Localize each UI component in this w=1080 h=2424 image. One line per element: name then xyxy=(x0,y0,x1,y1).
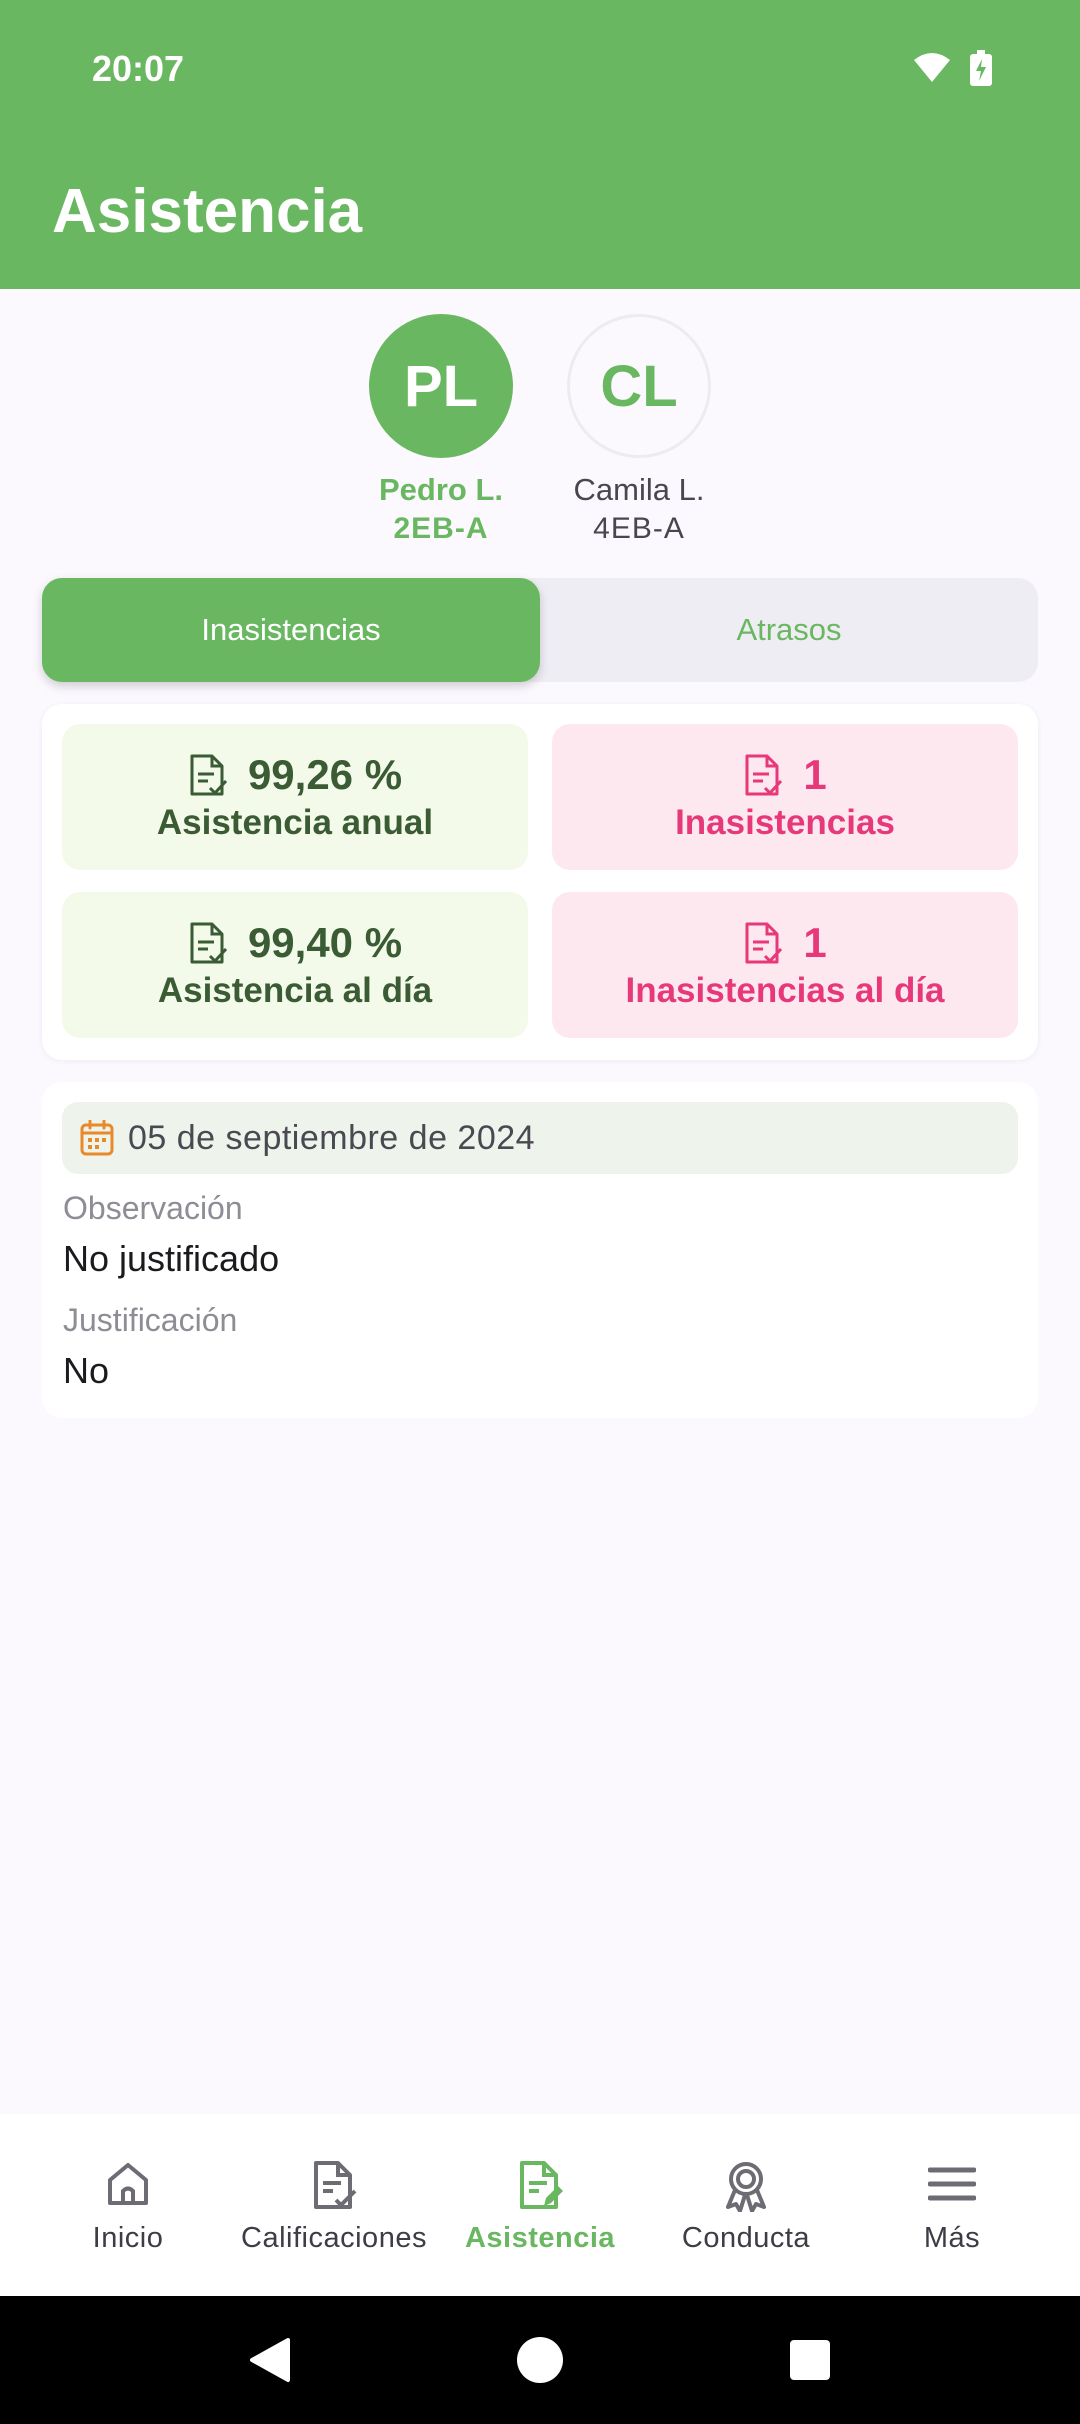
nav-calificaciones[interactable]: Calificaciones xyxy=(226,2114,442,2296)
nav-label: Calificaciones xyxy=(241,2222,427,2254)
avatar: CL xyxy=(567,314,711,458)
status-time: 20:07 xyxy=(92,48,185,89)
bottom-navigation: Inicio Calificaciones Asistencia Conduct… xyxy=(0,2114,1080,2296)
status-icons xyxy=(912,50,992,86)
stat-absences: 1 Inasistencias xyxy=(552,724,1018,870)
system-navigation-bar xyxy=(0,2296,1080,2424)
stat-annual-attendance: 99,26 % Asistencia anual xyxy=(62,724,528,870)
award-ribbon-icon xyxy=(726,2162,766,2212)
student-selector: PL Pedro L. 2EB-A CL Camila L. 4EB-A xyxy=(0,314,1080,554)
student-grade: 2EB-A xyxy=(393,512,489,545)
record-date: 05 de septiembre de 2024 xyxy=(128,1118,536,1157)
stat-value: 99,40 % xyxy=(247,919,403,966)
nav-mas[interactable]: Más xyxy=(844,2114,1060,2296)
stat-value: 1 xyxy=(803,751,827,798)
student-name: Pedro L. xyxy=(378,472,503,507)
student-name: Camila L. xyxy=(573,472,705,507)
nav-conducta[interactable]: Conducta xyxy=(638,2114,854,2296)
stat-label: Inasistencias xyxy=(675,803,895,842)
stat-label: Asistencia al día xyxy=(157,971,433,1010)
nav-asistencia[interactable]: Asistencia xyxy=(432,2114,648,2296)
stat-value: 99,26 % xyxy=(247,751,403,798)
grades-document-icon xyxy=(314,2161,357,2209)
wifi-icon xyxy=(914,53,950,82)
stat-daily-absences: 1 Inasistencias al día xyxy=(552,892,1018,1038)
stat-label: Asistencia anual xyxy=(156,803,434,842)
student-camila[interactable]: CL Camila L. 4EB-A xyxy=(549,314,729,548)
nav-inicio[interactable]: Inicio xyxy=(20,2114,236,2296)
student-grade: 4EB-A xyxy=(593,512,685,545)
recents-square-icon[interactable] xyxy=(789,2339,831,2381)
attendance-tabs: Inasistencias Atrasos xyxy=(42,578,1038,682)
calendar-icon xyxy=(80,1120,114,1156)
nav-label: Asistencia xyxy=(464,2222,616,2254)
battery-charging-icon xyxy=(970,50,992,86)
tab-inasistencias[interactable]: Inasistencias xyxy=(42,578,540,682)
attendance-stats-card: 99,26 % Asistencia anual 1 Inasistencias… xyxy=(42,704,1038,1060)
student-pedro[interactable]: PL Pedro L. 2EB-A xyxy=(351,314,531,548)
record-date-bar: 05 de septiembre de 2024 xyxy=(62,1102,1018,1174)
stat-label: Inasistencias al día xyxy=(625,971,945,1010)
observation-label: Observación xyxy=(63,1190,243,1226)
app-bar: 20:07 Asistencia xyxy=(0,0,1080,289)
menu-icon xyxy=(928,2167,976,2201)
nav-label: Conducta xyxy=(681,2222,811,2254)
nav-label: Inicio xyxy=(92,2222,164,2254)
back-icon[interactable] xyxy=(248,2336,292,2384)
document-check-icon xyxy=(745,754,783,796)
absence-record-card[interactable]: 05 de septiembre de 2024 Observación No … xyxy=(42,1082,1038,1418)
home-circle-icon[interactable] xyxy=(515,2335,565,2385)
document-check-icon xyxy=(190,754,228,796)
justification-label: Justificación xyxy=(63,1302,238,1338)
tab-atrasos[interactable]: Atrasos xyxy=(736,612,842,647)
stat-daily-attendance: 99,40 % Asistencia al día xyxy=(62,892,528,1038)
attendance-document-icon xyxy=(520,2161,563,2209)
avatar: PL xyxy=(369,314,513,458)
stat-value: 1 xyxy=(803,919,827,966)
document-check-icon xyxy=(745,922,783,964)
document-check-icon xyxy=(190,922,228,964)
observation-value: No justificado xyxy=(63,1238,280,1279)
page-title: Asistencia xyxy=(52,177,363,246)
justification-value: No xyxy=(63,1350,110,1391)
home-icon xyxy=(108,2163,148,2205)
nav-label: Más xyxy=(923,2222,981,2254)
